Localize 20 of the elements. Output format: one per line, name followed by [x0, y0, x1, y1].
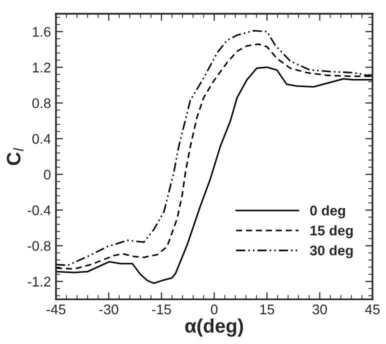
y-tick-label: -0.4: [28, 205, 51, 216]
legend-label: 30 deg: [310, 245, 353, 258]
x-tick-label: -30: [99, 304, 118, 314]
y-tick-label: 0.8: [32, 98, 51, 108]
y-tick-label: -0.8: [28, 241, 51, 251]
x-axis-title: α(deg): [185, 318, 243, 337]
x-tick-label: 45: [365, 304, 380, 314]
y-tick-label: 0: [44, 170, 51, 180]
y-axis-title: C$_{l}$: [6, 148, 24, 166]
y-tick-label: 0.4: [32, 134, 51, 144]
x-tick-label: 15: [260, 304, 274, 314]
y-tick-label: -1.2: [28, 276, 50, 286]
legend-label: 15 deg: [310, 225, 353, 238]
y-tick-label: 1.6: [32, 26, 50, 37]
x-tick-label: -45: [46, 304, 66, 314]
x-tick-label: 30: [312, 304, 327, 314]
x-tick-label: 0: [210, 304, 218, 314]
y-tick-label: 1.2: [32, 62, 50, 72]
legend-label: 0 deg: [310, 205, 346, 218]
x-tick-label: -15: [152, 304, 171, 314]
